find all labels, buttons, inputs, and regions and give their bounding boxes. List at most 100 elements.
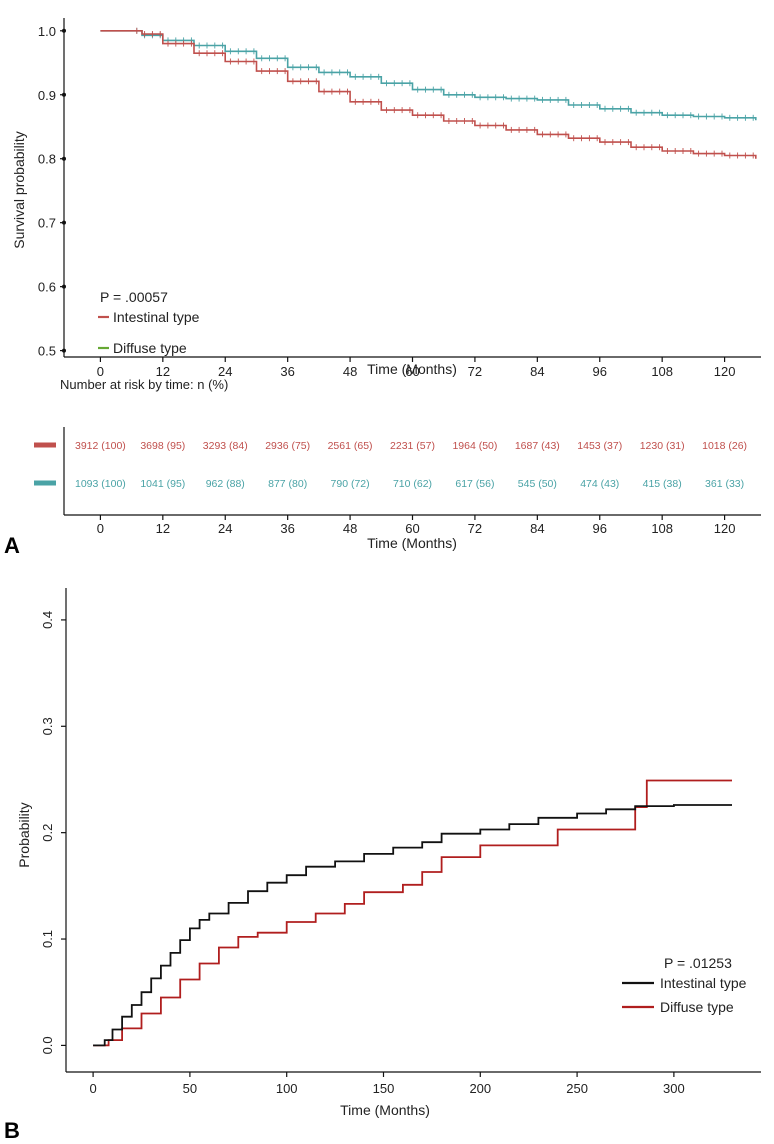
incidence-y-ticks: 0.0 0.1 0.2 0.3 0.4 <box>40 611 66 1054</box>
x-tick-label: 96 <box>593 364 607 379</box>
x-tick-label: 120 <box>714 521 736 536</box>
x-tick-label: 0 <box>97 521 104 536</box>
x-tick-label: 12 <box>156 521 170 536</box>
x-tick-label: 84 <box>530 364 544 379</box>
x-tick-label: 108 <box>651 521 673 536</box>
risk-cell: 3912 (100) <box>75 440 126 452</box>
risk-cell: 361 (33) <box>705 478 744 490</box>
y-tick-label: 0.7 <box>38 216 56 231</box>
y-tick-label: 0.3 <box>40 717 55 735</box>
survival-plot-area <box>100 27 757 159</box>
risk-cell: 474 (43) <box>580 478 619 490</box>
legend-label-intestinal-b: Intestinal type <box>660 975 747 991</box>
risk-cell: 2561 (65) <box>328 440 373 452</box>
risk-cell: 962 (88) <box>206 478 245 490</box>
incidence-x-ticks: 0 50 100 150 200 250 300 <box>89 1072 685 1096</box>
risk-cell: 545 (50) <box>518 478 557 490</box>
x-tick-label: 0 <box>89 1081 96 1096</box>
survival-y-ticks: 0.5 0.6 0.7 0.8 0.9 1.0 <box>38 24 66 359</box>
survival-legend: Intestinal type Diffuse type <box>98 309 200 356</box>
panel-label-a: A <box>4 533 20 558</box>
y-tick-dot <box>62 348 66 353</box>
risk-cell: 2936 (75) <box>265 440 310 452</box>
panel-a: 0 12 24 36 48 60 72 84 96 108 120 0.50.60.70.80.91… <box>4 18 761 558</box>
risk-cell: 415 (38) <box>643 478 682 490</box>
legend-label-diffuse-b: Diffuse type <box>660 999 734 1015</box>
survival-x-ticks: 0 12 24 36 48 60 72 84 96 108 120 <box>97 357 736 379</box>
y-tick-dot <box>62 28 66 33</box>
risk-cell: 3698 (95) <box>140 440 185 452</box>
survival-curve-diffuse <box>100 30 757 121</box>
y-tick-label: 0.5 <box>38 344 56 359</box>
incidence-p-value: P = .01253 <box>664 955 732 971</box>
x-tick-label: 24 <box>218 364 232 379</box>
x-tick-label: 72 <box>468 521 482 536</box>
risk-cell: 1230 (31) <box>640 440 685 452</box>
x-tick-label: 12 <box>156 364 170 379</box>
y-tick-label: 0.2 <box>40 824 55 842</box>
survival-curve-intestinal-censor-marks <box>136 27 754 159</box>
x-tick-label: 60 <box>405 521 419 536</box>
y-tick-label: 0.4 <box>40 611 55 629</box>
x-tick-label: 72 <box>468 364 482 379</box>
y-tick-label: 0.9 <box>38 88 56 103</box>
y-tick-dot <box>62 156 66 161</box>
risk-cell: 1018 (26) <box>702 440 747 452</box>
x-tick-label: 24 <box>218 521 232 536</box>
risk-cell: 1687 (43) <box>515 440 560 452</box>
x-tick-label: 96 <box>593 521 607 536</box>
risk-table-cells: 3912 (100) 3698 (95) 3293 (84) 2936 (75) 256… <box>75 440 747 490</box>
y-tick-dot <box>62 284 66 289</box>
y-tick-dot <box>62 220 66 225</box>
y-tick-label: 0.1 <box>40 930 55 948</box>
survival-y-axis-label: Survival probability <box>11 131 27 249</box>
risk-table-x-ticks: 0 12 24 36 48 60 72 84 96 108 120 <box>97 515 736 536</box>
x-tick-label: 48 <box>343 364 357 379</box>
risk-cell: 2231 (57) <box>390 440 435 452</box>
y-tick-label: 0.6 <box>38 280 56 295</box>
x-tick-label: 108 <box>651 364 673 379</box>
risk-cell: 877 (80) <box>268 478 307 490</box>
x-tick-label: 60 <box>405 364 419 379</box>
x-tick-label: 0 <box>97 364 104 379</box>
y-tick-label: 0.0 <box>40 1036 55 1054</box>
x-tick-label: 120 <box>714 364 736 379</box>
y-tick-dot <box>62 92 66 97</box>
risk-cell: 790 (72) <box>331 478 370 490</box>
panel-label-b: B <box>4 1118 20 1143</box>
incidence-legend: Intestinal type Diffuse type <box>622 975 747 1015</box>
y-tick-label: 0.8 <box>38 152 56 167</box>
x-tick-label: 48 <box>343 521 357 536</box>
x-tick-label: 150 <box>373 1081 395 1096</box>
risk-cell: 1041 (95) <box>140 478 185 490</box>
x-tick-label: 100 <box>276 1081 298 1096</box>
risk-cell: 617 (56) <box>455 478 494 490</box>
x-tick-label: 84 <box>530 521 544 536</box>
incidence-plot-area <box>93 779 732 1047</box>
incidence-curve-diffuse <box>93 779 732 1047</box>
incidence-x-axis-label: Time (Months) <box>340 1102 430 1118</box>
x-tick-label: 200 <box>469 1081 491 1096</box>
legend-label-intestinal: Intestinal type <box>113 309 200 325</box>
risk-cell: 710 (62) <box>393 478 432 490</box>
x-tick-label: 250 <box>566 1081 588 1096</box>
risk-cell: 3293 (84) <box>203 440 248 452</box>
risk-cell: 1964 (50) <box>452 440 497 452</box>
x-tick-label: 36 <box>280 521 294 536</box>
survival-curve-diffuse-censor-marks <box>136 27 754 121</box>
x-tick-label: 50 <box>183 1081 197 1096</box>
survival-p-value: P = .00057 <box>100 289 168 305</box>
risk-cell: 1453 (37) <box>577 440 622 452</box>
risk-cell: 1093 (100) <box>75 478 126 490</box>
x-tick-label: 300 <box>663 1081 685 1096</box>
survival-curve-intestinal <box>100 30 757 159</box>
legend-label-diffuse: Diffuse type <box>113 340 187 356</box>
risk-table: Number at risk by time: n (%) 3912 (100)… <box>34 377 761 551</box>
incidence-curve-intestinal <box>93 804 732 1047</box>
incidence-y-axis-label: Probability <box>16 802 32 867</box>
x-tick-label: 36 <box>280 364 294 379</box>
risk-table-title: Number at risk by time: n (%) <box>60 377 228 392</box>
panel-b: 0 50 100 150 200 250 300 0.0 0.1 0.2 0.3 0.4 Time … <box>4 588 761 1143</box>
survival-x-axis-label: Time (Months) <box>367 361 457 377</box>
